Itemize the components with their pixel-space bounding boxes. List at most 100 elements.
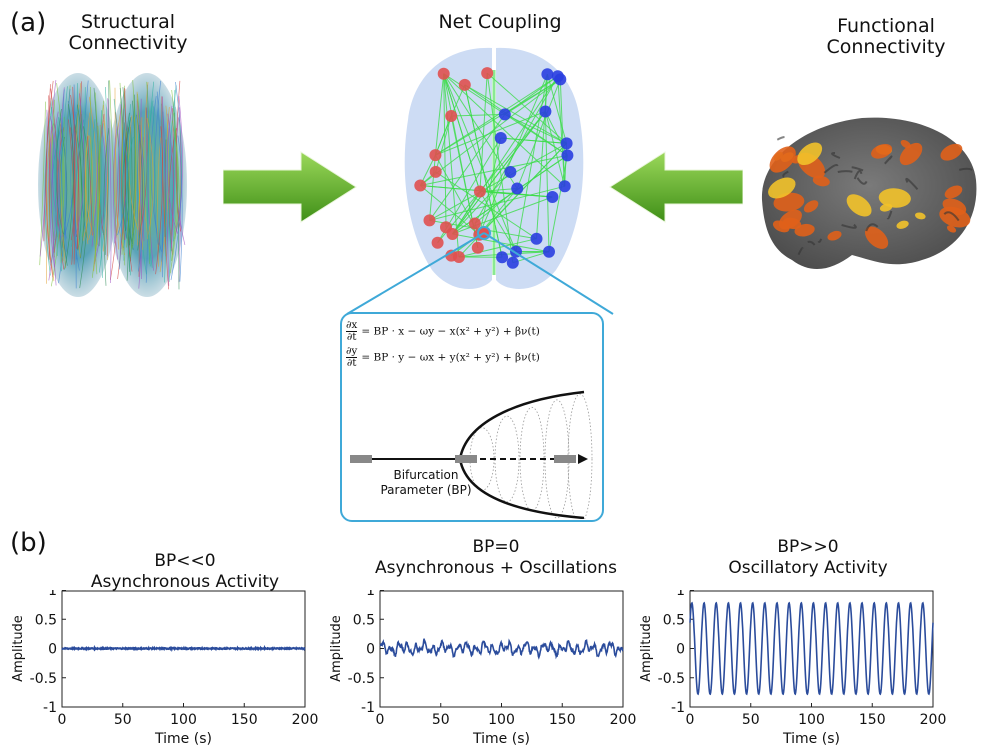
tract-fiber <box>74 124 83 251</box>
eq-dx-rhs: = BP · x − ωy − x(x² + y²) + βν(t) <box>361 325 540 338</box>
tract-fibers <box>39 79 186 290</box>
bp-marker-left <box>350 455 372 463</box>
tract-fiber <box>175 95 183 234</box>
network-edge <box>536 74 548 239</box>
network-edge <box>443 73 517 252</box>
eq-dy-num: ∂y <box>346 345 358 358</box>
network-edge <box>443 73 447 228</box>
network-node-left <box>445 110 458 122</box>
x-tick-label: 150 <box>859 712 886 728</box>
plot2-title: BP=0 Asynchronous + Oscillations <box>346 537 646 579</box>
x-tick-label: 0 <box>686 712 695 728</box>
bp-label-line2: Parameter (BP) <box>380 483 472 497</box>
sulcus-line <box>823 163 839 174</box>
network-edge <box>420 185 553 198</box>
activation-blob <box>827 230 842 241</box>
activation-blob <box>946 225 957 233</box>
plot-axes-box <box>689 590 934 708</box>
plot3-title-line1: BP>>0 <box>777 537 839 557</box>
network-edge <box>435 115 452 173</box>
network-edge <box>544 111 566 187</box>
y-tick-label: 0 <box>48 642 57 658</box>
panel-a-label: (a) <box>10 8 47 38</box>
network-edge <box>435 111 546 156</box>
activation-blob <box>769 146 796 173</box>
bifurcation-lower-branch <box>458 458 585 519</box>
activation-blob <box>778 209 802 230</box>
bp-marker-mid <box>455 455 477 463</box>
network-edge <box>544 111 550 252</box>
network-node-left <box>429 165 442 178</box>
arrow-right-icon <box>223 151 357 223</box>
tract-fiber <box>173 90 176 242</box>
limit-cycle-orbit <box>567 393 593 519</box>
plot3-title: BP>>0 Oscillatory Activity <box>686 537 930 579</box>
network-node-right <box>546 191 559 203</box>
arrow-left-icon <box>609 151 743 223</box>
network-edge <box>504 113 567 144</box>
network-node-right <box>539 105 552 118</box>
plot2-mixed-chart: 0 50 100 150 200 1 0.5 0 -0.5 -1 Time (s) Amplitude <box>329 590 636 747</box>
sulcus-line <box>831 151 841 159</box>
activation-blob <box>794 223 815 237</box>
x-tick-label: 100 <box>798 712 825 728</box>
plot3-oscillatory-chart: 0 50 100 150 200 1 0.5 0 -0.5 -1 Time (s) Amplitude <box>639 590 946 747</box>
tract-fiber <box>64 104 74 270</box>
network-edge <box>464 84 567 144</box>
bifurcation-parameter-label: Bifurcation Parameter (BP) <box>376 468 476 498</box>
bifurcation-inset-box: ∂x ∂t = BP · x − ωy − x(x² + y²) + βν(t)… <box>340 312 604 522</box>
y-tick-label: 0 <box>676 642 685 658</box>
network-node-right <box>494 132 507 144</box>
sulcus-line <box>884 155 893 165</box>
network-nodes <box>414 67 574 269</box>
network-node-right <box>560 137 573 150</box>
tract-fiber <box>146 81 155 267</box>
network-edge <box>500 137 567 144</box>
panel-b-label: (b) <box>10 528 47 558</box>
tract-fiber <box>146 81 151 264</box>
activation-blob <box>865 226 889 249</box>
network-edge <box>504 78 561 115</box>
tract-fiber <box>119 87 127 231</box>
network-node-right <box>530 232 543 245</box>
sulcus-line <box>841 223 857 229</box>
network-node-right <box>558 180 571 193</box>
series-line <box>61 644 306 653</box>
sulcus-line <box>856 177 868 185</box>
tract-fiber <box>91 125 101 278</box>
tract-fiber <box>44 107 53 276</box>
network-edge <box>452 171 511 235</box>
tract-fiber <box>136 91 144 250</box>
activation-blob <box>878 188 911 208</box>
network-edge <box>474 75 559 224</box>
y-tick-label: 1 <box>676 590 685 599</box>
tract-fiber <box>58 117 67 284</box>
network-edge <box>452 75 559 235</box>
tract-fiber <box>113 125 119 260</box>
structural-title-line1: Structural <box>80 11 176 33</box>
network-edge <box>458 238 537 258</box>
network-node-left <box>481 67 494 80</box>
network-brain-image <box>404 47 584 290</box>
sulcus-line <box>905 177 919 190</box>
tract-fiber <box>45 80 54 278</box>
network-node-right <box>541 68 554 81</box>
network-edge <box>478 137 502 235</box>
network-edge <box>504 75 559 115</box>
y-tick-label: -1 <box>43 700 57 716</box>
x-tick-label: 50 <box>742 712 760 728</box>
eq-dy-den: ∂t <box>346 357 357 369</box>
x-tick-label: 150 <box>549 712 576 728</box>
y-tick-label: -0.5 <box>658 671 685 687</box>
activation-blob <box>896 220 909 229</box>
bifurcation-diagram <box>350 390 593 519</box>
tract-fiber <box>46 127 54 284</box>
activation-blob <box>899 142 923 166</box>
activation-blobs <box>768 136 973 256</box>
x-axis-label: Time (s) <box>472 731 530 747</box>
tract-fiber <box>156 91 163 278</box>
tract-fiber <box>57 137 64 257</box>
tract-fiber <box>169 120 179 274</box>
plot2-title-line2: Asynchronous + Oscillations <box>375 558 617 578</box>
activation-blob <box>879 203 893 212</box>
